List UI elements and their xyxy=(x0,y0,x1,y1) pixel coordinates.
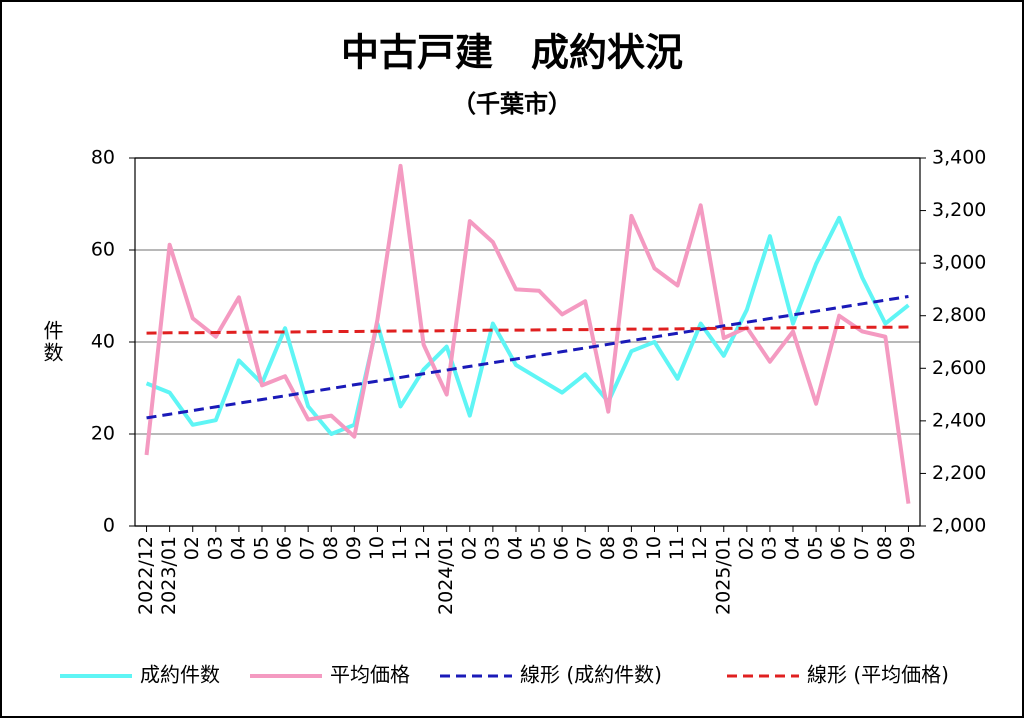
x-tick-label: 10 xyxy=(366,536,388,560)
x-tick-label: 07 xyxy=(574,536,596,560)
legend-item: 成約件数 xyxy=(60,663,220,687)
x-tick-label: 02 xyxy=(735,536,757,560)
series-line xyxy=(144,163,911,504)
x-tick-label: 12 xyxy=(412,536,434,560)
x-tick-label: 06 xyxy=(274,536,296,560)
y-axis-label: 件数 xyxy=(40,320,64,364)
y-tick-label: 60 xyxy=(91,239,115,261)
x-tick-label: 08 xyxy=(874,536,896,560)
y2-tick-label: 3,000 xyxy=(932,252,986,274)
x-tick-label: 03 xyxy=(204,536,226,560)
x-tick-label: 04 xyxy=(504,536,526,560)
y-tick-label: 80 xyxy=(91,147,115,169)
legend-label: 線形 (成約件数) xyxy=(520,663,662,687)
x-tick-label: 07 xyxy=(297,536,319,560)
x-tick-label: 10 xyxy=(643,536,665,560)
x-tick-label: 2022/12 xyxy=(135,536,157,615)
legend-label: 平均価格 xyxy=(330,663,410,687)
y2-tick-label: 2,200 xyxy=(932,462,986,484)
x-tick-label: 03 xyxy=(481,536,503,560)
x-tick-label: 04 xyxy=(227,536,249,560)
x-tick-label: 06 xyxy=(551,536,573,560)
legend-item: 平均価格 xyxy=(250,663,410,687)
x-tick-label: 09 xyxy=(343,536,365,560)
legend-item: 線形 (平均価格) xyxy=(727,663,949,687)
x-tick-label: 11 xyxy=(389,536,411,560)
chart-title: 中古戸建 成約状況 xyxy=(341,31,683,75)
y2-tick-label: 2,400 xyxy=(932,409,986,431)
y2-tick-label: 2,800 xyxy=(932,304,986,326)
x-tick-label: 06 xyxy=(828,536,850,560)
series-line xyxy=(145,215,910,436)
x-tick-label: 2024/01 xyxy=(435,536,457,615)
y-tick-label: 40 xyxy=(91,331,115,353)
y-tick-label: 0 xyxy=(103,515,115,537)
x-tick-label: 11 xyxy=(666,536,688,560)
x-tick-label: 12 xyxy=(689,536,711,560)
y2-tick-label: 3,400 xyxy=(932,147,986,169)
x-tick-label: 05 xyxy=(528,536,550,560)
x-tick-label: 08 xyxy=(597,536,619,560)
legend-label: 線形 (平均価格) xyxy=(807,663,949,687)
y2-tick-label: 2,600 xyxy=(932,357,986,379)
legend-item: 線形 (成約件数) xyxy=(440,663,662,687)
plot-area xyxy=(134,157,921,527)
x-tick-label: 05 xyxy=(250,536,272,560)
x-tick-label: 04 xyxy=(782,536,804,560)
x-tick-label: 03 xyxy=(758,536,780,560)
x-tick-label: 2023/01 xyxy=(158,536,180,615)
y2-tick-label: 2,000 xyxy=(932,515,986,537)
y-tick-label: 20 xyxy=(91,423,115,445)
x-tick-label: 2025/01 xyxy=(712,536,734,615)
x-tick-label: 08 xyxy=(320,536,342,560)
x-tick-label: 02 xyxy=(181,536,203,560)
chart-subtitle: （千葉市） xyxy=(452,90,572,118)
x-tick-label: 07 xyxy=(851,536,873,560)
y2-tick-label: 3,200 xyxy=(932,199,986,221)
trend-line xyxy=(146,294,909,420)
x-tick-label: 02 xyxy=(458,536,480,560)
legend-label: 成約件数 xyxy=(140,663,220,687)
x-tick-label: 09 xyxy=(897,536,919,560)
x-tick-label: 09 xyxy=(620,536,642,560)
x-tick-label: 05 xyxy=(805,536,827,560)
